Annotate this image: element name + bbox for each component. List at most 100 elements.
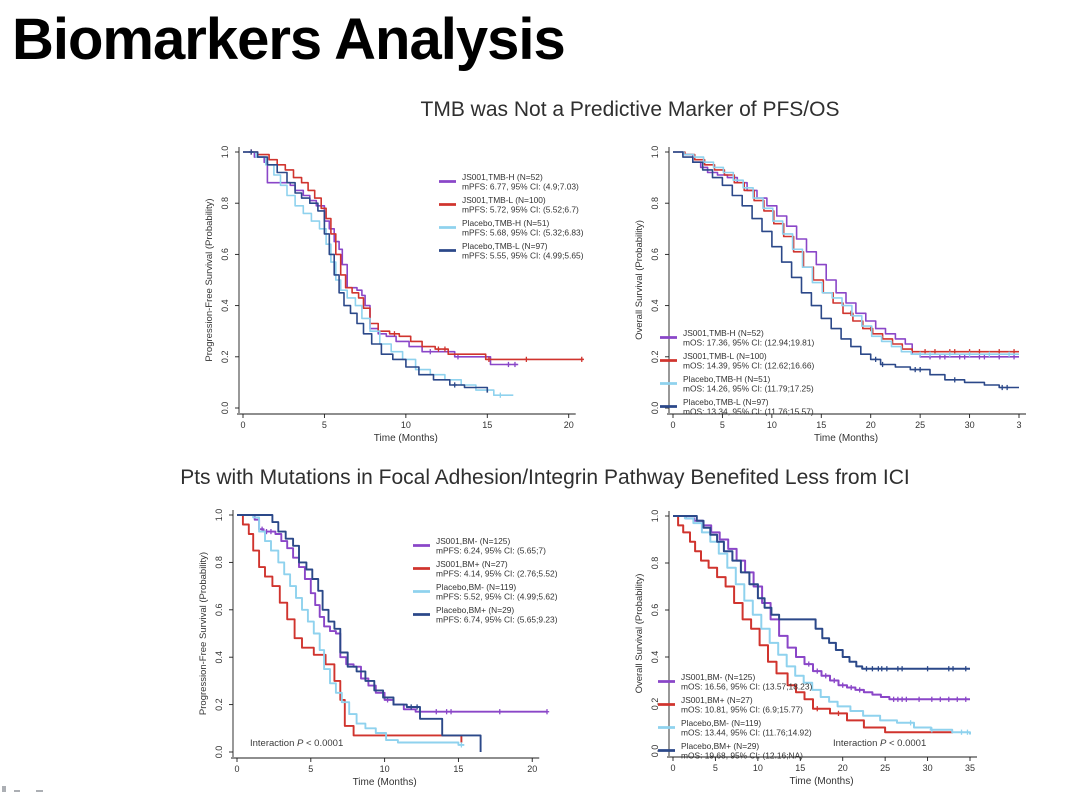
svg-text:0.6: 0.6 — [650, 248, 660, 261]
svg-text:20: 20 — [838, 763, 848, 773]
km-series — [673, 151, 1019, 391]
censor-mark — [436, 346, 441, 352]
legend-series-stat: mOS: 17.36, 95% CI: (12.94;19.81) — [683, 338, 814, 348]
censor-mark — [891, 696, 896, 702]
y-axis-label: Overall Survival (Probability) — [634, 574, 645, 694]
censor-mark — [506, 361, 511, 368]
legend-series-label: Placebo,TMB-L (N=97) — [462, 241, 548, 251]
censor-mark — [444, 709, 449, 715]
legend-series-label: Placebo,BM- (N=119) — [681, 718, 761, 728]
censor-mark — [497, 709, 502, 715]
legend-series-label: JS001,TMB-L (N=100) — [462, 195, 546, 205]
tick-labels: 0.0 0.2 0.4 0.6 0.8 1.0 0 5 10 15 20 — [220, 146, 574, 430]
legend-series-label: Placebo,BM- (N=119) — [436, 582, 516, 592]
censor-mark — [952, 377, 957, 383]
censor-mark — [999, 384, 1005, 391]
x-axis-label: Time (Months) — [814, 433, 878, 444]
interaction-p-annotation: Interaction P < 0.0001 — [833, 738, 926, 749]
censor-mark — [1004, 384, 1010, 391]
km-series — [673, 151, 1019, 357]
svg-text:15: 15 — [795, 763, 805, 773]
censor-mark — [414, 704, 420, 710]
legend-series-stat: mPFS: 5.68, 95% CI: (5.32;6.83) — [462, 228, 584, 238]
legend-series-stat: mPFS: 6.77, 95% CI: (4.9;7.03) — [462, 182, 579, 192]
censor-mark — [962, 354, 967, 360]
svg-text:0.4: 0.4 — [650, 651, 660, 664]
censor-mark — [392, 331, 397, 337]
y-axis-label: Progression-Free Survival (Probability) — [198, 552, 209, 715]
svg-text:0.0: 0.0 — [650, 745, 660, 758]
censor-mark — [895, 666, 901, 672]
legend-series-stat: mOS: 14.39, 95% CI: (12.62;16.66) — [683, 361, 814, 371]
legend: JS001,BM- (N=125)mPFS: 6.24, 95% CI: (5.… — [413, 536, 558, 625]
km-series — [673, 515, 970, 672]
legend-series-stat: mPFS: 5.55, 95% CI: (4.99;5.65) — [462, 251, 584, 261]
svg-text:0.6: 0.6 — [220, 248, 230, 261]
svg-text:3: 3 — [1016, 420, 1021, 430]
svg-text:0: 0 — [670, 420, 675, 430]
censor-mark — [929, 727, 935, 733]
legend-series-label: Placebo,TMB-H (N=51) — [683, 374, 770, 384]
axes — [665, 147, 1026, 418]
censor-mark — [857, 687, 862, 693]
svg-text:20: 20 — [527, 764, 537, 774]
svg-text:30: 30 — [965, 420, 975, 430]
svg-text:0.8: 0.8 — [650, 197, 660, 210]
censor-mark — [925, 666, 930, 672]
legend-series-stat: mOS: 13.44, 95% CI: (11.76;14.92) — [681, 728, 812, 738]
censor-mark — [1011, 354, 1017, 360]
svg-text:20: 20 — [564, 420, 574, 430]
svg-text:0.2: 0.2 — [214, 698, 224, 711]
svg-text:15: 15 — [482, 420, 492, 430]
censor-mark — [579, 356, 584, 362]
svg-text:30: 30 — [923, 763, 933, 773]
censor-mark — [832, 677, 837, 684]
censor-mark — [950, 666, 956, 672]
km-series — [243, 149, 489, 393]
censor-mark — [963, 666, 968, 672]
legend-series-label: JS001,TMB-H (N=52) — [462, 172, 543, 182]
svg-text:0.0: 0.0 — [214, 746, 224, 759]
x-axis-label: Time (Months) — [789, 776, 853, 787]
svg-text:0: 0 — [240, 420, 245, 430]
svg-text:25: 25 — [915, 420, 925, 430]
svg-text:0.6: 0.6 — [214, 604, 224, 617]
section-subtitle-tmb: TMB was Not a Predictive Marker of PFS/O… — [420, 98, 840, 121]
censor-mark — [946, 666, 951, 672]
x-axis-label: Time (Months) — [374, 433, 438, 444]
censor-mark — [942, 354, 948, 360]
censor-mark — [997, 354, 1002, 360]
censor-mark — [917, 351, 923, 357]
km-series — [237, 514, 550, 715]
legend-series-label: JS001,TMB-H (N=52) — [683, 328, 764, 338]
censor-mark — [955, 696, 960, 702]
km-series — [237, 514, 463, 743]
svg-text:0.2: 0.2 — [220, 351, 230, 364]
censor-mark — [959, 729, 964, 735]
svg-text:0.4: 0.4 — [214, 651, 224, 664]
censor-mark — [946, 696, 951, 702]
legend-series-stat: mPFS: 4.14, 95% CI: (2.76;5.52) — [436, 569, 558, 579]
legend: JS001,BM- (N=125)mOS: 16.56, 95% CI: (13… — [658, 672, 812, 761]
y-axis-label: Overall Survival (Probability) — [634, 220, 645, 340]
legend-series-stat: mPFS: 5.52, 95% CI: (4.99;5.62) — [436, 592, 558, 602]
legend-series-stat: mPFS: 5.72, 95% CI: (5.52;6.7) — [462, 205, 579, 215]
legend-series-label: JS001,BM+ (N=27) — [436, 559, 508, 569]
km-series — [673, 515, 953, 734]
tick-labels: 0.0 0.2 0.4 0.6 0.8 1.0 0 5 10 15 20 — [214, 509, 537, 774]
censor-mark — [864, 666, 869, 672]
km-chart-os-bm: 0.0 0.2 0.4 0.6 0.8 1.0 0 5 10 15 20 25 30 35 Time (Mo… — [634, 510, 977, 787]
svg-text:5: 5 — [308, 764, 313, 774]
censor-mark — [963, 696, 968, 702]
svg-text:1.0: 1.0 — [650, 146, 660, 159]
km-series — [237, 514, 482, 752]
axes — [235, 147, 576, 418]
svg-text:0.0: 0.0 — [220, 402, 230, 415]
km-series — [673, 151, 1019, 355]
censor-mark — [823, 673, 828, 679]
svg-text:20: 20 — [866, 420, 876, 430]
censor-mark — [977, 354, 982, 360]
censor-mark — [987, 351, 992, 357]
legend-series-label: Placebo,TMB-H (N=51) — [462, 218, 549, 228]
